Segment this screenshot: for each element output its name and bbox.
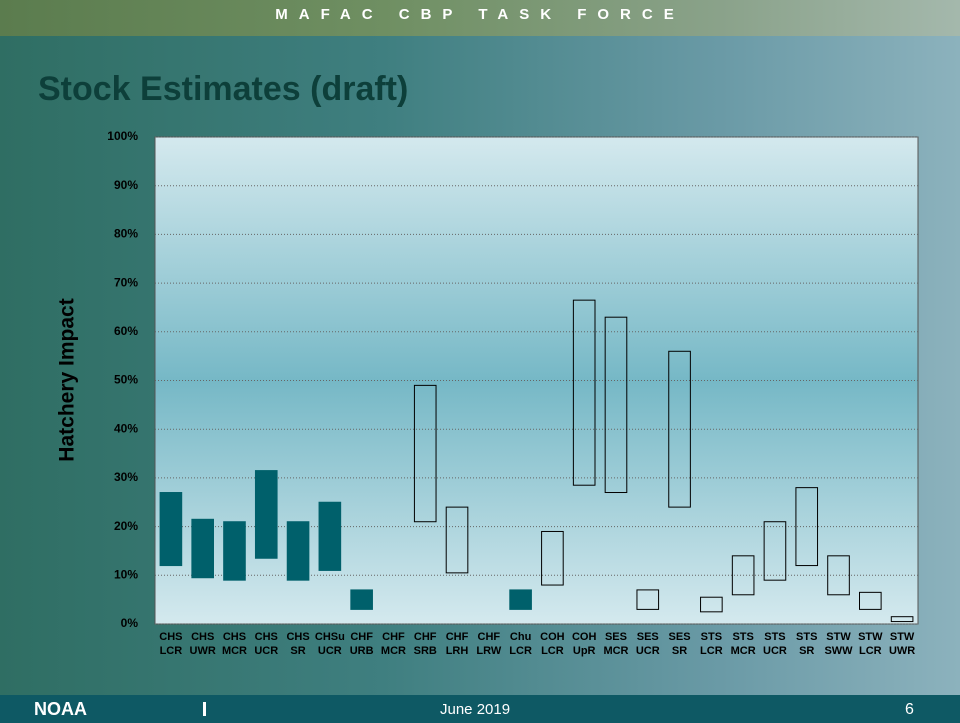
- range-bar: [509, 589, 532, 610]
- range-bar: [795, 487, 819, 567]
- x-tick-label: CHS: [159, 631, 182, 643]
- x-tick-label: STS: [701, 631, 722, 643]
- x-tick-label: SR: [290, 645, 305, 657]
- y-tick-label: 100%: [107, 129, 138, 143]
- x-tick-label: LCR: [509, 645, 532, 657]
- x-tick-label: UWR: [889, 645, 915, 657]
- range-bar: [223, 521, 246, 581]
- x-tick-label: SWW: [824, 645, 853, 657]
- x-tick-label: UpR: [573, 645, 596, 657]
- x-tick-label: LRH: [446, 645, 469, 657]
- x-tick-label: SRB: [414, 645, 437, 657]
- y-tick-label: 30%: [114, 470, 138, 484]
- range-bar: [890, 616, 914, 623]
- x-tick-label: CHS: [286, 631, 309, 643]
- x-tick-label: UCR: [254, 645, 278, 657]
- header-band: [0, 0, 960, 36]
- slide-title: Stock Estimates (draft): [38, 70, 409, 108]
- x-tick-label: STW: [890, 631, 915, 643]
- y-tick-label: 70%: [114, 275, 138, 289]
- range-bar: [541, 530, 564, 586]
- x-tick-label: MCR: [381, 645, 406, 657]
- range-bar: [159, 492, 183, 567]
- separator: [203, 702, 206, 716]
- y-tick-label: 0%: [121, 616, 139, 630]
- range-bar: [445, 506, 469, 574]
- x-tick-label: COH: [572, 631, 597, 643]
- y-tick-label: 50%: [114, 373, 138, 387]
- range-bar: [604, 316, 628, 494]
- x-tick-label: UCR: [763, 645, 787, 657]
- y-tick-label: 40%: [114, 421, 138, 435]
- x-tick-label: UCR: [636, 645, 660, 657]
- x-tick-label: CHS: [255, 631, 278, 643]
- logo: NOAA: [34, 699, 87, 719]
- x-tick-label: STS: [732, 631, 753, 643]
- x-tick-label: SES: [605, 631, 627, 643]
- y-axis-title: Hatchery Impact: [56, 298, 79, 461]
- x-tick-label: CHF: [478, 631, 501, 643]
- range-bar: [827, 555, 850, 596]
- y-tick-label: 10%: [114, 567, 138, 581]
- x-tick-label: SES: [669, 631, 691, 643]
- range-bar: [859, 591, 882, 610]
- x-tick-label: Chu: [510, 631, 531, 643]
- date: June 2019: [440, 701, 511, 718]
- x-tick-label: LCR: [700, 645, 723, 657]
- y-tick-label: 60%: [114, 324, 138, 338]
- x-tick-label: LCR: [160, 645, 183, 657]
- x-tick-label: UCR: [318, 645, 342, 657]
- footer: NOAA June 2019 6: [0, 695, 960, 723]
- range-bar: [254, 470, 278, 559]
- x-tick-label: LCR: [541, 645, 564, 657]
- x-tick-label: LRW: [476, 645, 501, 657]
- x-tick-label: CHS: [223, 631, 246, 643]
- range-bar: [700, 596, 723, 613]
- x-tick-label: STS: [796, 631, 817, 643]
- range-bar: [286, 521, 310, 581]
- x-tick-label: CHF: [446, 631, 469, 643]
- x-tick-label: LCR: [859, 645, 882, 657]
- y-tick-label: 90%: [114, 178, 138, 192]
- y-tick-label: 20%: [114, 519, 138, 533]
- y-tick-label: 80%: [114, 227, 138, 241]
- header: MAFAC CBP TASK FORCE: [275, 6, 685, 23]
- x-tick-label: MCR: [222, 645, 247, 657]
- x-tick-label: SR: [672, 645, 687, 657]
- x-tick-label: MCR: [603, 645, 628, 657]
- range-bar: [636, 589, 660, 610]
- page-number: 6: [905, 701, 914, 718]
- x-tick-label: STW: [826, 631, 851, 643]
- x-tick-label: STW: [858, 631, 883, 643]
- x-tick-label: SES: [637, 631, 659, 643]
- range-bar: [731, 555, 755, 596]
- range-bar: [668, 350, 691, 508]
- x-tick-label: MCR: [731, 645, 756, 657]
- range-bar: [318, 501, 342, 571]
- x-tick-label: CHF: [414, 631, 437, 643]
- x-tick-label: SR: [799, 645, 814, 657]
- x-tick-label: CHS: [191, 631, 214, 643]
- range-bar: [763, 521, 787, 581]
- x-tick-label: CHSu: [315, 631, 345, 643]
- range-bar: [350, 589, 373, 610]
- range-bar: [191, 518, 214, 579]
- x-tick-label: STS: [764, 631, 785, 643]
- range-bar: [413, 384, 437, 523]
- x-tick-label: URB: [350, 645, 374, 657]
- x-tick-label: COH: [540, 631, 565, 643]
- range-bar: [572, 299, 596, 486]
- x-tick-label: UWR: [190, 645, 216, 657]
- x-tick-label: CHF: [382, 631, 405, 643]
- x-tick-label: CHF: [350, 631, 373, 643]
